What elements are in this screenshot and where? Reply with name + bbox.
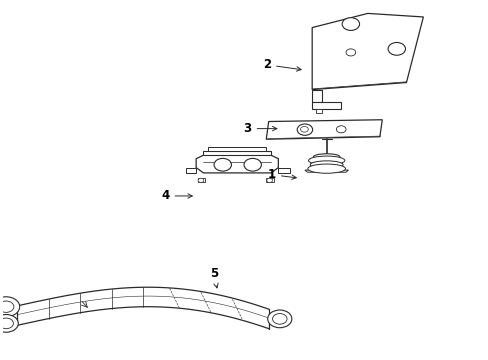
Text: 2: 2 [263, 58, 301, 71]
Circle shape [0, 297, 20, 317]
Text: 4: 4 [161, 189, 192, 202]
Ellipse shape [313, 154, 339, 160]
Polygon shape [311, 13, 423, 90]
Ellipse shape [307, 164, 345, 173]
Polygon shape [186, 168, 196, 173]
Circle shape [272, 314, 286, 324]
Circle shape [266, 178, 272, 183]
Circle shape [244, 158, 261, 171]
Circle shape [387, 42, 405, 55]
Text: 5: 5 [209, 267, 218, 288]
Polygon shape [265, 120, 382, 139]
Circle shape [297, 124, 312, 135]
Circle shape [214, 158, 231, 171]
Circle shape [346, 49, 355, 56]
Circle shape [336, 126, 346, 133]
Polygon shape [203, 151, 270, 155]
Circle shape [198, 178, 203, 183]
Polygon shape [197, 178, 204, 183]
Polygon shape [311, 102, 341, 109]
Polygon shape [315, 109, 321, 113]
Polygon shape [311, 90, 321, 102]
Circle shape [342, 18, 359, 31]
Circle shape [0, 301, 14, 312]
Polygon shape [208, 147, 265, 151]
Polygon shape [278, 168, 290, 173]
Polygon shape [196, 155, 278, 173]
Ellipse shape [309, 161, 343, 168]
Circle shape [0, 318, 13, 329]
Polygon shape [305, 170, 348, 172]
Polygon shape [265, 178, 273, 183]
Circle shape [0, 315, 18, 332]
Ellipse shape [308, 156, 344, 165]
Text: 3: 3 [243, 122, 276, 135]
Circle shape [267, 310, 291, 328]
Circle shape [300, 126, 308, 132]
Text: 1: 1 [267, 168, 296, 181]
